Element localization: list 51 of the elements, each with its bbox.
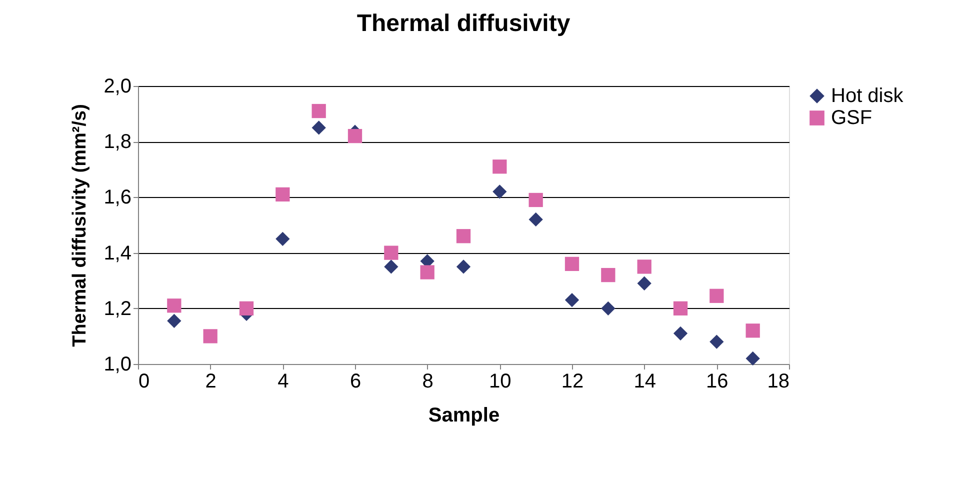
y-tick-label: 2,0 bbox=[104, 76, 132, 98]
point bbox=[348, 128, 362, 144]
point bbox=[492, 160, 507, 174]
x-tick-label: 14 bbox=[634, 370, 656, 392]
x-tick-label: 8 bbox=[422, 370, 434, 392]
point bbox=[710, 334, 724, 349]
point bbox=[239, 301, 254, 316]
x-tick-label: 10 bbox=[489, 370, 512, 392]
point bbox=[420, 265, 434, 280]
x-tick-label: 16 bbox=[706, 370, 728, 392]
point bbox=[746, 324, 760, 338]
point bbox=[167, 298, 182, 313]
point bbox=[601, 301, 616, 316]
point bbox=[637, 276, 652, 290]
y-tick-label: 1,8 bbox=[104, 131, 132, 154]
x-tick-label: 18 bbox=[767, 370, 790, 392]
point bbox=[528, 192, 543, 208]
y-tick-label: 1,4 bbox=[104, 242, 132, 264]
legend-label: GSF bbox=[831, 107, 872, 129]
point bbox=[312, 104, 326, 118]
x-tick-label: 4 bbox=[278, 370, 289, 392]
point bbox=[167, 314, 182, 328]
point bbox=[276, 187, 290, 202]
chart-title: Thermal diffusivity bbox=[356, 10, 571, 37]
point bbox=[384, 260, 398, 274]
x-tick-label: 12 bbox=[561, 370, 584, 392]
y-axis-title: Thermal diffusivity (mm²/s) bbox=[70, 104, 91, 347]
x-axis-title: Sample bbox=[428, 404, 500, 426]
point bbox=[601, 268, 616, 282]
point bbox=[492, 184, 507, 199]
point bbox=[528, 212, 543, 227]
point bbox=[456, 229, 471, 244]
x-tick-label: 2 bbox=[205, 370, 216, 392]
point bbox=[673, 301, 688, 316]
y-tick-label: 1,6 bbox=[104, 186, 132, 209]
point bbox=[564, 256, 580, 271]
x-tick-label: 6 bbox=[350, 370, 362, 392]
point bbox=[710, 288, 724, 303]
point bbox=[637, 260, 652, 274]
point bbox=[673, 326, 688, 340]
point bbox=[746, 351, 760, 366]
point bbox=[276, 232, 290, 246]
point bbox=[312, 120, 326, 135]
point bbox=[564, 292, 580, 308]
y-tick-label: 1,2 bbox=[104, 298, 132, 320]
y-tick-label: 1,0 bbox=[104, 354, 132, 376]
point bbox=[456, 260, 471, 274]
x-tick-label: 0 bbox=[138, 370, 150, 392]
point bbox=[384, 246, 398, 260]
legend-label: Hot disk bbox=[831, 85, 904, 107]
point bbox=[203, 329, 218, 344]
